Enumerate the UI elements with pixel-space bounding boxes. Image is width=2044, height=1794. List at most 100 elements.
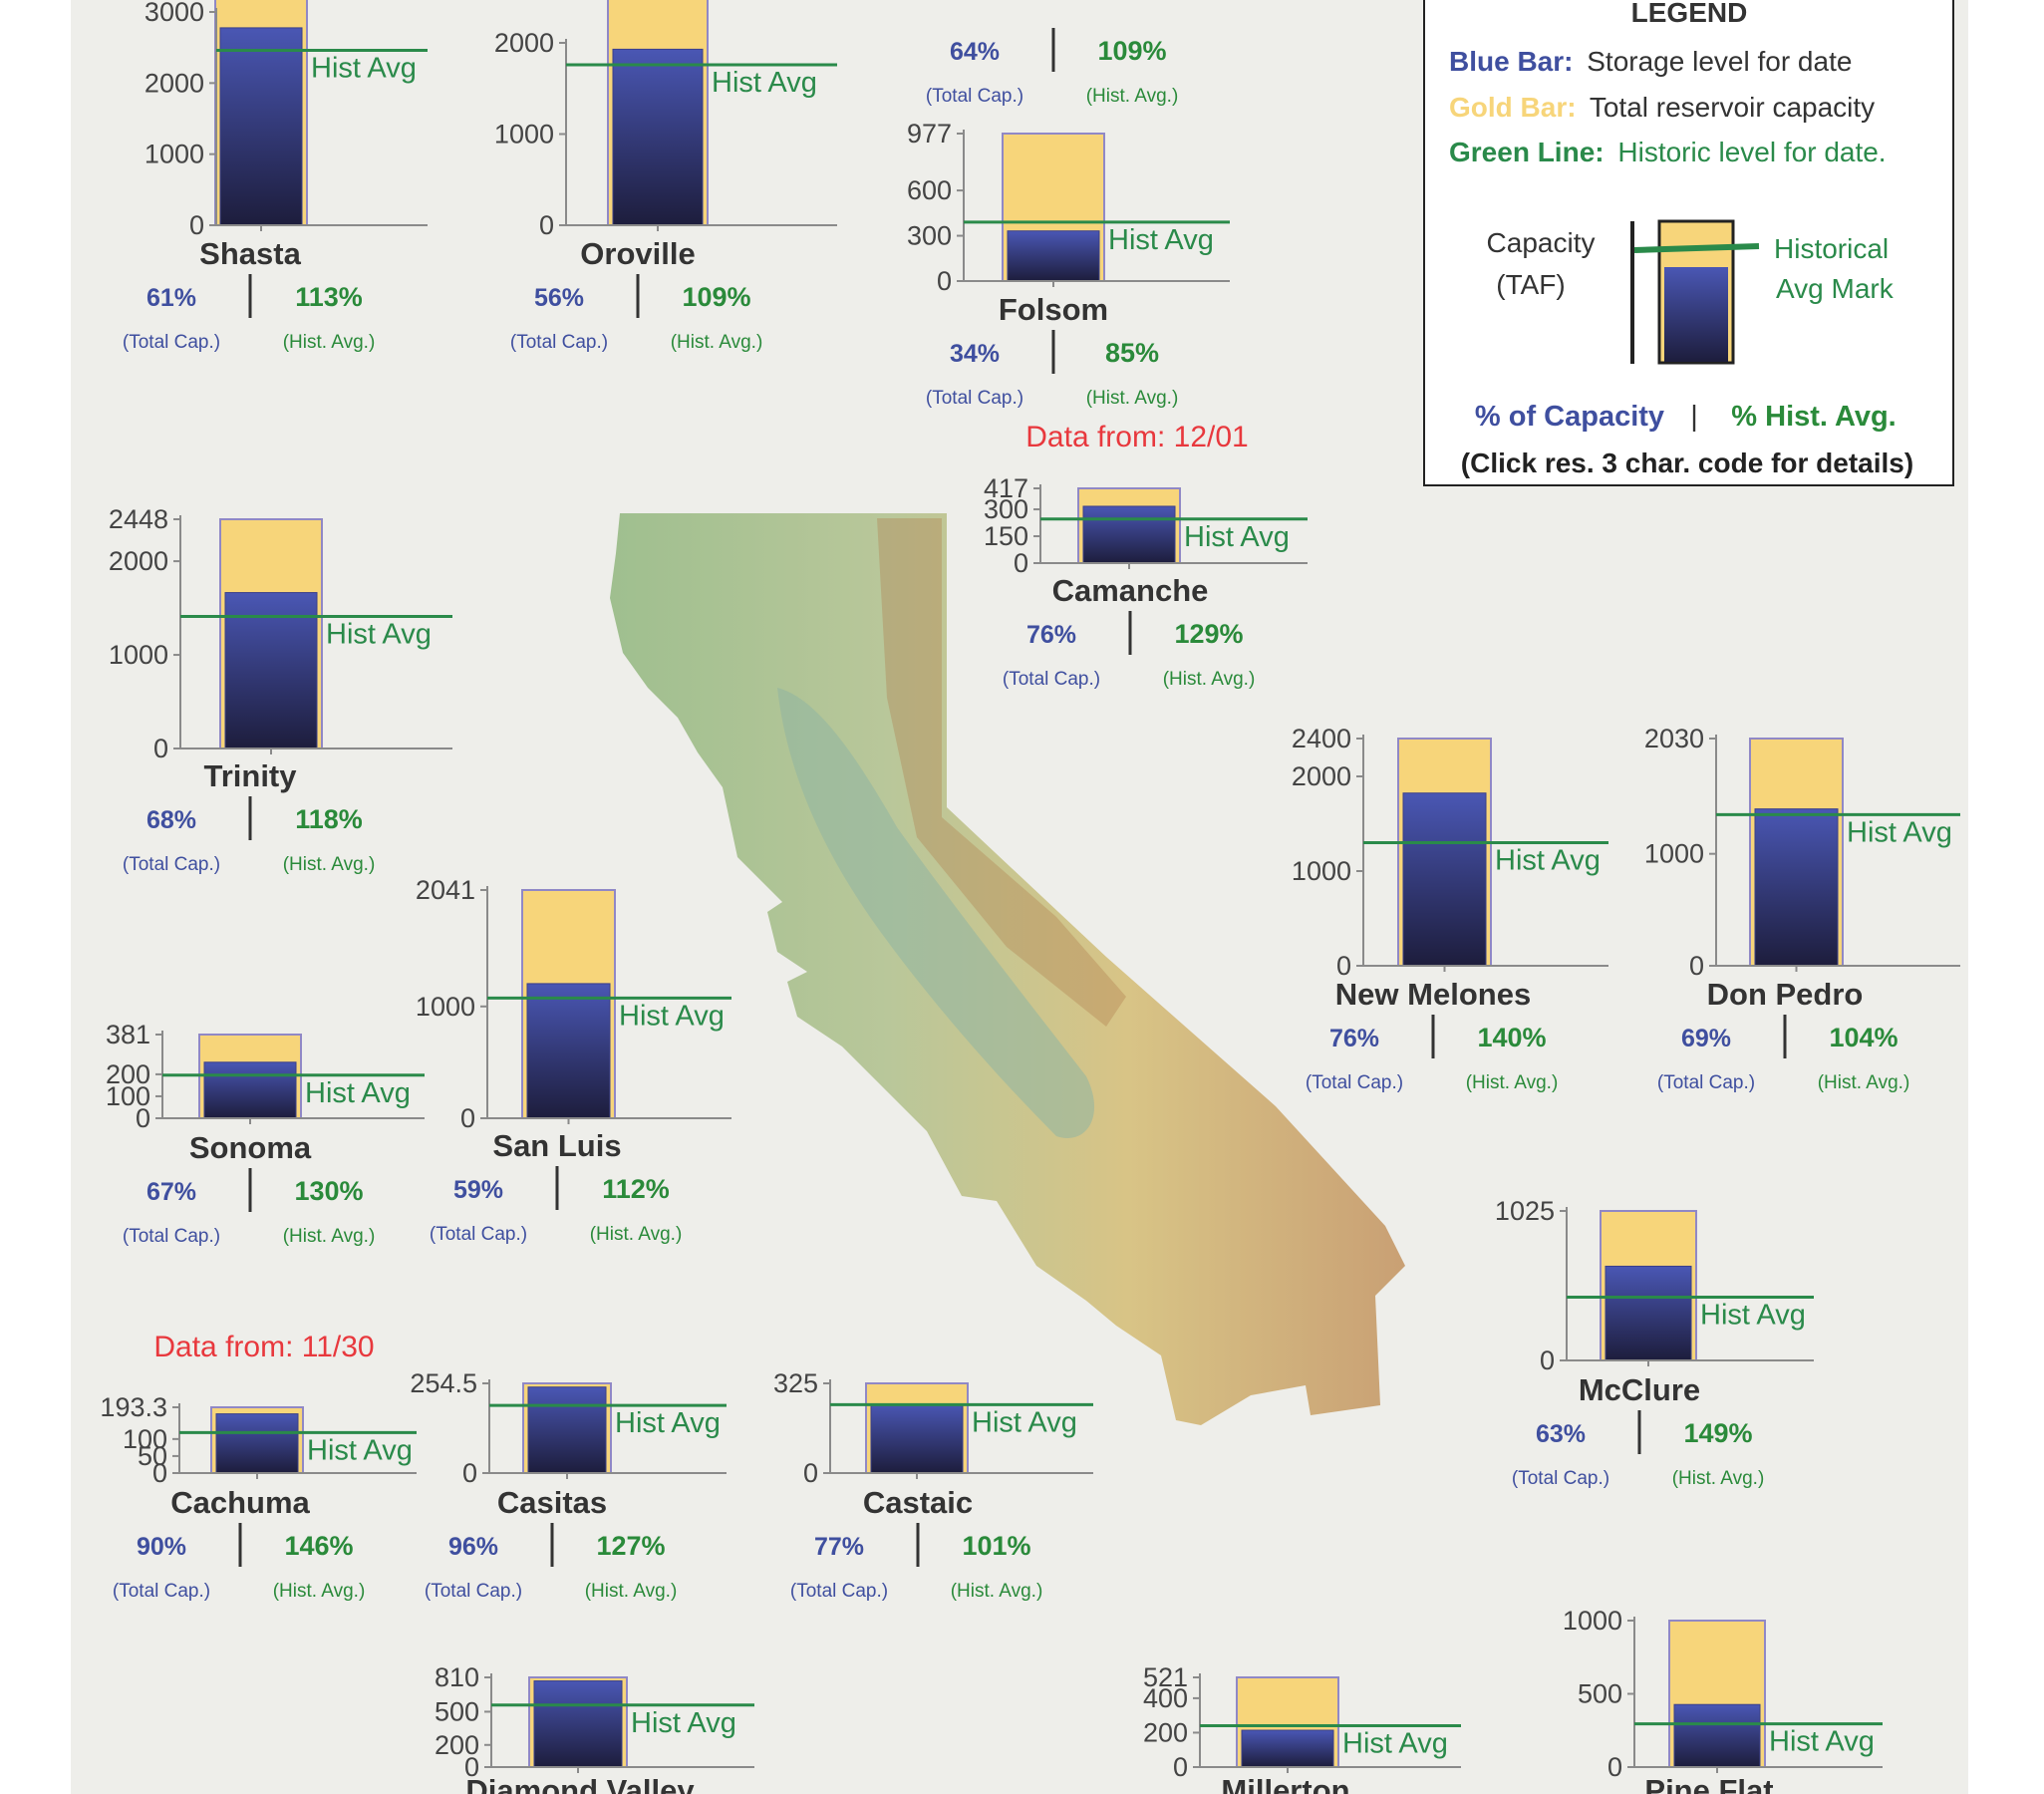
don-pedro-hist-avg-label: Hist Avg (1847, 816, 1952, 848)
svg-text:Blue Bar: Storage leve: Blue Bar: Storage level for date (1449, 46, 1852, 77)
casitas-pct-capacity: 96% (448, 1533, 498, 1561)
oroville-pct-capacity: 56% (534, 284, 584, 312)
mcclure-chart: 0 1025 Hist Avg McClure 63% 149% (Total Cap.) (… (1495, 1196, 1814, 1489)
sonoma-hist-avg-label: Hist Avg (305, 1077, 411, 1109)
folsom-hist-avg-label: Hist Avg (1108, 224, 1214, 256)
shasta-tick-label: 3000 (145, 0, 204, 27)
folsom-name-label: Folsom (999, 292, 1108, 327)
pine-flat-storage-bar (1673, 1703, 1761, 1768)
sonoma-storage-bar (203, 1061, 297, 1119)
mcclure-storage-bar (1605, 1265, 1692, 1361)
camanche-total-cap-caption: (Total Cap.) (1003, 669, 1100, 690)
millerton-tick-label: 400 (1143, 1683, 1188, 1713)
mcclure-name-label: McClure (1579, 1372, 1700, 1407)
castaic-name-label: Castaic (863, 1485, 973, 1520)
new-melones-total-cap-caption: (Total Cap.) (1306, 1072, 1403, 1093)
reservoir-hist-avg-caption: (Hist. Avg.) (1086, 86, 1179, 107)
sonoma-tick-label: 0 (136, 1103, 150, 1133)
don-pedro-name-label: Don Pedro (1707, 977, 1864, 1012)
san-luis-total-cap-caption: (Total Cap.) (430, 1224, 527, 1245)
millerton-storage-bar (1241, 1729, 1334, 1768)
cachuma-data-from: Data from: 11/30 (153, 1331, 374, 1363)
reservoir-total-cap-caption: (Total Cap.) (926, 86, 1023, 107)
legend-title: LEGEND (1631, 0, 1748, 28)
legend-pct-hist: % Hist. Avg. (1731, 401, 1896, 433)
casitas-hist-avg-label: Hist Avg (615, 1407, 721, 1439)
oroville-tick-label: 2000 (494, 28, 554, 58)
oroville-chart: 0 1000 2000 Hist Avg Oroville 56% 109% (Total C… (494, 0, 837, 353)
casitas-hist-avg-caption: (Hist. Avg.) (585, 1581, 678, 1602)
pine-flat-tick-label: 500 (1578, 1679, 1622, 1709)
trinity-total-cap-caption: (Total Cap.) (123, 854, 220, 875)
pine-flat-hist-avg-label: Hist Avg (1769, 1726, 1875, 1758)
cachuma-tick-label: 100 (123, 1424, 167, 1454)
reservoir-pct-capacity: 64% (950, 38, 1000, 66)
legend-blue-text: Storage level for date (1587, 46, 1852, 77)
legend-green-key: Green Line: (1449, 137, 1605, 167)
legend-box: LEGEND Blue Bar: Storage level for date … (1423, 0, 1954, 486)
reservoir-chart: 64% 109% (Total Cap.) (Hist. Avg.) (926, 28, 1178, 107)
millerton-tick-label: 0 (1173, 1752, 1188, 1782)
castaic-storage-bar (870, 1403, 964, 1474)
sonoma-tick-label: 200 (106, 1059, 150, 1089)
mcclure-tick-label: 1025 (1495, 1196, 1555, 1226)
don-pedro-tick-label: 0 (1689, 951, 1704, 981)
diamond-valley-tick-label: 810 (435, 1662, 479, 1692)
camanche-pct-hist: 129% (1174, 619, 1243, 649)
millerton-hist-avg-label: Hist Avg (1342, 1728, 1448, 1760)
sonoma-pct-capacity: 67% (146, 1178, 196, 1206)
cachuma-pct-hist: 146% (284, 1531, 353, 1561)
california-terrain-map (610, 513, 1405, 1425)
mcclure-tick-label: 0 (1540, 1346, 1555, 1375)
san-luis-hist-avg-caption: (Hist. Avg.) (590, 1224, 683, 1245)
don-pedro-chart: 0 1000 2030 Hist Avg Don Pedro 69% 104% (Total … (1644, 724, 1960, 1093)
castaic-pct-hist: 101% (962, 1531, 1030, 1561)
new-melones-hist-avg-caption: (Hist. Avg.) (1466, 1072, 1559, 1093)
new-melones-chart: 0 1000 2000 2400 Hist Avg New Melones 76% 140% (… (1292, 724, 1608, 1093)
shasta-pct-hist: 113% (295, 282, 363, 312)
pine-flat-name-label: Pine Flat (1644, 1773, 1773, 1794)
trinity-pct-capacity: 68% (146, 806, 196, 834)
camanche-hist-avg-caption: (Hist. Avg.) (1163, 669, 1256, 690)
castaic-chart: 0 325 Hist Avg Castaic 77% 101% (Total Cap.) (H… (773, 1368, 1093, 1602)
mcclure-pct-capacity: 63% (1536, 1420, 1586, 1448)
legend-gold-key: Gold Bar: (1449, 92, 1577, 123)
camanche-name-label: Camanche (1052, 573, 1209, 608)
cachuma-tick-label: 0 (152, 1458, 167, 1488)
pine-flat-tick-label: 1000 (1563, 1606, 1622, 1636)
svg-text:Green Line: Historic l: Green Line: Historic level for date. (1449, 137, 1887, 167)
castaic-pct-capacity: 77% (814, 1533, 864, 1561)
cachuma-hist-avg-label: Hist Avg (307, 1434, 413, 1466)
trinity-tick-label: 0 (153, 734, 168, 763)
new-melones-tick-label: 2000 (1292, 761, 1351, 791)
diamond-valley-hist-avg-label: Hist Avg (631, 1707, 736, 1739)
don-pedro-pct-hist: 104% (1829, 1023, 1898, 1052)
mcclure-pct-hist: 149% (1683, 1418, 1752, 1448)
sonoma-tick-label: 100 (106, 1081, 150, 1111)
diamond-valley-tick-label: 200 (435, 1730, 479, 1760)
mcclure-hist-avg-caption: (Hist. Avg.) (1672, 1468, 1765, 1489)
sonoma-pct-hist: 130% (294, 1176, 363, 1206)
castaic-hist-avg-caption: (Hist. Avg.) (951, 1581, 1043, 1602)
castaic-tick-label: 0 (803, 1458, 818, 1488)
casitas-name-label: Casitas (497, 1485, 607, 1520)
oroville-name-label: Oroville (580, 236, 695, 271)
oroville-tick-label: 1000 (494, 120, 554, 150)
san-luis-chart: 0 1000 2041 Hist Avg San Luis 59% 112% (Total C… (416, 875, 731, 1245)
millerton-tick-label: 200 (1143, 1717, 1188, 1747)
casitas-pct-hist: 127% (596, 1531, 665, 1561)
cachuma-pct-capacity: 90% (137, 1533, 186, 1561)
sonoma-tick-label: 381 (106, 1020, 150, 1049)
don-pedro-pct-capacity: 69% (1681, 1025, 1731, 1052)
castaic-tick-label: 325 (773, 1368, 818, 1398)
san-luis-tick-label: 1000 (416, 992, 475, 1022)
sonoma-name-label: Sonoma (189, 1130, 312, 1165)
don-pedro-storage-bar (1754, 808, 1839, 967)
camanche-hist-avg-label: Hist Avg (1184, 521, 1290, 553)
legend-gold-text: Total reservoir capacity (1590, 92, 1875, 123)
legend-sample-bar (1630, 219, 1760, 365)
